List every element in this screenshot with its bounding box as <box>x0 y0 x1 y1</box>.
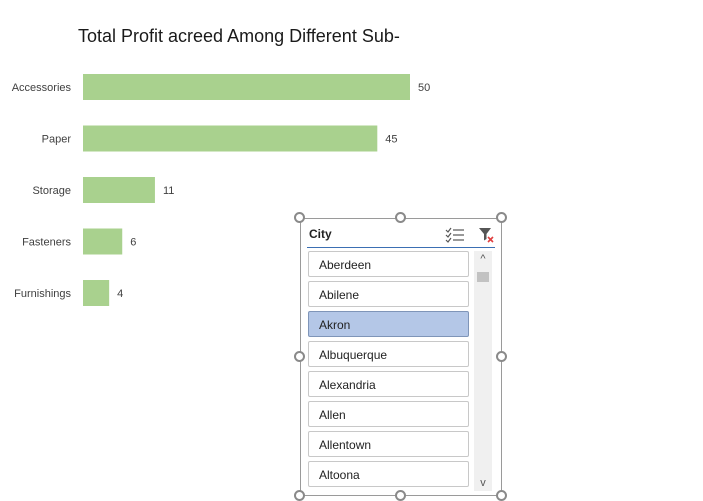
city-slicer[interactable]: City Aberdeen Abilene Akron Albuquerque Alex… <box>300 218 502 496</box>
resize-handle-bottom-left[interactable] <box>294 490 305 501</box>
slicer-item-allen[interactable]: Allen <box>308 401 469 427</box>
resize-handle-bottom[interactable] <box>395 490 406 501</box>
slicer-item-allentown[interactable]: Allentown <box>308 431 469 457</box>
slicer-item-akron[interactable]: Akron <box>308 311 469 337</box>
slicer-item-abilene[interactable]: Abilene <box>308 281 469 307</box>
bar-furnishings[interactable] <box>83 280 110 306</box>
slicer-item-altoona[interactable]: Altoona <box>308 461 469 487</box>
category-label: Paper <box>42 134 72 146</box>
category-label: Storage <box>32 185 71 197</box>
scroll-thumb[interactable] <box>477 272 489 282</box>
resize-handle-bottom-right[interactable] <box>496 490 507 501</box>
resize-handle-top[interactable] <box>395 212 406 223</box>
scroll-up-button[interactable]: ^ <box>480 253 486 265</box>
bar-fasteners[interactable] <box>83 228 123 255</box>
chart-title: Total Profit acreed Among Different Sub- <box>78 26 400 46</box>
category-label: Accessories <box>12 82 72 94</box>
scroll-down-button[interactable]: v <box>480 477 486 489</box>
bars-group: Accessories 50 Paper 45 Storage 11 Fasteners 6 F… <box>12 74 430 306</box>
slicer-header: City <box>307 223 495 248</box>
resize-handle-right[interactable] <box>496 351 507 362</box>
bar-paper[interactable] <box>83 125 378 152</box>
clear-filter-icon[interactable] <box>477 226 495 244</box>
data-label: 6 <box>130 237 136 249</box>
resize-handle-top-left[interactable] <box>294 212 305 223</box>
bar-accessories[interactable] <box>83 74 410 100</box>
bar-storage[interactable] <box>83 177 155 203</box>
data-label: 4 <box>117 288 123 300</box>
category-label: Fasteners <box>22 237 71 249</box>
multi-select-icon[interactable] <box>445 226 465 244</box>
resize-handle-top-right[interactable] <box>496 212 507 223</box>
category-label: Furnishings <box>14 288 71 300</box>
data-label: 50 <box>418 82 430 94</box>
data-label: 45 <box>385 134 397 146</box>
data-label: 11 <box>163 185 174 197</box>
slicer-item-list: Aberdeen Abilene Akron Albuquerque Alexandri… <box>308 251 470 491</box>
slicer-item-albuquerque[interactable]: Albuquerque <box>308 341 469 367</box>
slicer-title: City <box>309 227 332 241</box>
slicer-item-alexandria[interactable]: Alexandria <box>308 371 469 397</box>
slicer-item-aberdeen[interactable]: Aberdeen <box>308 251 469 277</box>
slicer-scrollbar[interactable]: ^ v <box>474 251 492 491</box>
resize-handle-left[interactable] <box>294 351 305 362</box>
